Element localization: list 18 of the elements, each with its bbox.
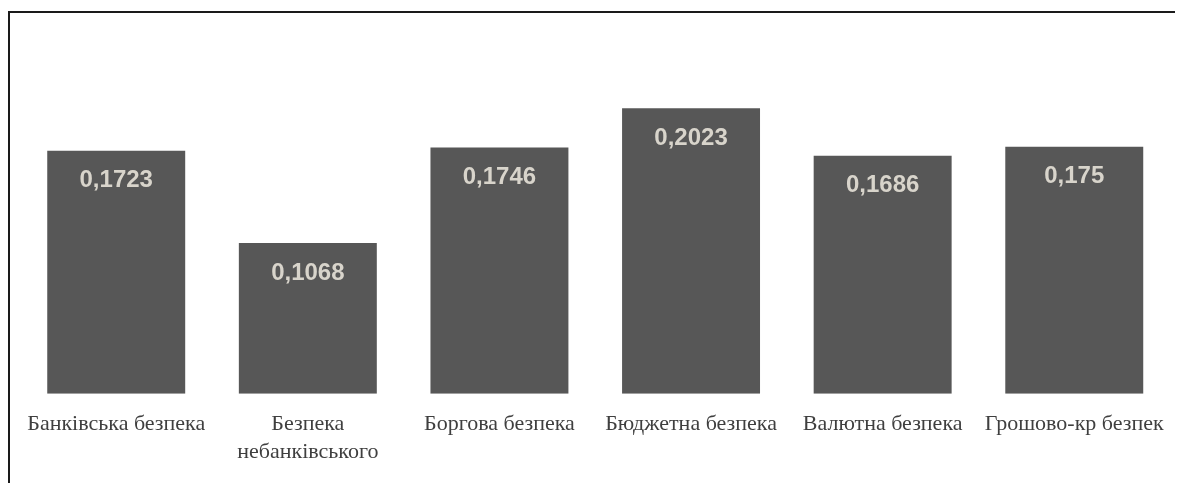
x-tick-label: Бюджетна безпека [605,409,778,435]
data-label: 0,2023 [654,122,728,150]
x-tick-label: Банківська безпека [27,409,206,435]
bar [238,243,377,394]
x-tick-label: Валютна безпека [802,409,963,435]
data-label: 0,1686 [845,170,920,198]
data-label: 0,1068 [271,257,345,285]
bar [1005,146,1144,394]
bar [47,150,186,394]
x-tick-label: Безпека небанківського [237,409,379,464]
x-tick-label: Боргова безпека [424,409,576,435]
data-label: 0,1746 [462,162,537,190]
bar [813,155,952,394]
data-label: 0,1723 [79,165,153,193]
bar [430,147,569,394]
data-label: 0,175 [1044,161,1105,189]
bar [622,108,761,394]
x-tick-label: Грошово-кр безпек [984,409,1165,435]
